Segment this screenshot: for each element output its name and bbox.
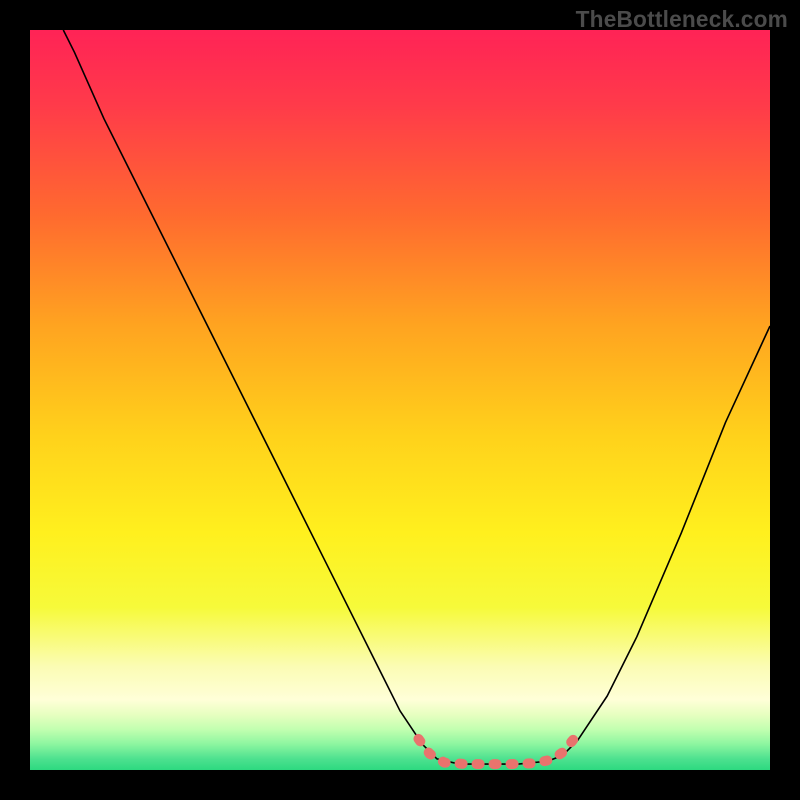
gradient-background [30,30,770,770]
gradient-v-chart [0,0,800,800]
chart-stage: TheBottleneck.com [0,0,800,800]
watermark-text: TheBottleneck.com [576,6,788,33]
